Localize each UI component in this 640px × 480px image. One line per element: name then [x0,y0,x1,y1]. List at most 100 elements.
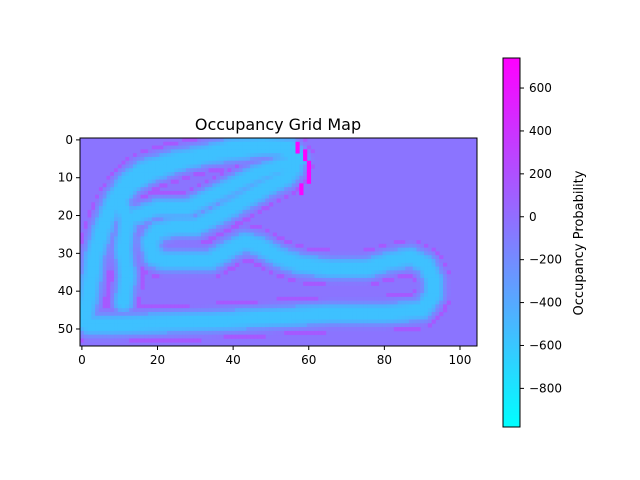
heatmap-cell [287,311,293,317]
heatmap-cell [253,183,259,188]
heatmap-cell [356,266,361,271]
heatmap-cell [80,270,85,275]
heatmap-cell [261,327,266,332]
heatmap-cell [284,259,289,264]
heatmap-cell [200,262,206,267]
heatmap-cell [446,277,451,283]
heatmap-cell [272,172,278,177]
heatmap-cell [136,172,141,177]
heatmap-cell [367,251,372,256]
heatmap-cell [132,209,138,215]
heatmap-cell [151,259,157,264]
heatmap-cell [83,319,88,324]
heatmap-cell [314,323,319,328]
heatmap-cell [363,266,368,271]
heatmap-cell [397,255,402,260]
heatmap-cell [91,213,96,218]
heatmap-cell [125,224,130,230]
heatmap-cell [148,330,153,336]
heatmap-cell [393,262,398,267]
heatmap-cell [291,156,296,162]
heatmap-cell [148,319,153,324]
heatmap-cell [424,323,429,328]
heatmap-cell [235,330,240,336]
heatmap-cell [310,247,315,252]
heatmap-cell [261,183,266,188]
y-tick-label: 10 [58,171,73,185]
heatmap-cell [163,217,168,222]
heatmap-cell [390,311,395,317]
heatmap-cell [212,187,217,192]
heatmap-cell [151,334,157,339]
heatmap-cell [280,300,285,305]
heatmap-cell [393,315,398,320]
heatmap-cell [246,243,251,249]
heatmap-cell [140,202,145,207]
heatmap-cell [117,175,122,180]
heatmap-cell [235,308,240,313]
heatmap-cell [178,164,183,169]
heatmap-cell [416,323,421,328]
heatmap-cell [242,228,247,233]
heatmap-cell [246,255,251,260]
heatmap-cell [393,311,398,317]
heatmap-cell [348,266,353,271]
heatmap-cell [125,179,130,184]
heatmap-cell [189,262,194,267]
heatmap-cell [386,304,391,309]
heatmap-cell [121,266,126,271]
heatmap-cell [299,304,304,309]
heatmap-cell [200,240,206,245]
heatmap-cell [197,240,202,245]
heatmap-cell [363,259,368,264]
heatmap-cell [269,259,274,264]
heatmap-cell [91,311,96,317]
heatmap-cell [136,266,141,271]
heatmap-cell [151,228,157,233]
heatmap-cell [174,175,179,180]
heatmap-cell [272,194,278,199]
heatmap-cell [166,149,172,154]
heatmap-cell [140,179,145,184]
heatmap-cell [170,194,175,199]
heatmap-cell [151,194,157,199]
heatmap-cell [159,270,164,275]
heatmap-cell [280,308,285,313]
heatmap-cell [227,240,232,245]
heatmap-cell [95,206,100,211]
heatmap-cell [159,228,164,233]
heatmap-cell [344,281,349,286]
heatmap-cell [393,251,398,256]
heatmap-cell [166,221,172,226]
heatmap-cell [329,262,334,267]
heatmap-cell [155,221,160,226]
heatmap-cell [269,327,274,332]
heatmap-cell [390,251,395,256]
heatmap-cell [140,315,145,320]
heatmap-cell [397,304,402,309]
heatmap-cell [397,319,402,324]
heatmap-cell [412,311,417,317]
heatmap-cell [382,247,387,252]
heatmap-cell [132,251,138,256]
heatmap-cell [261,206,266,211]
heatmap-cell [178,334,183,339]
heatmap-cell [182,213,187,218]
heatmap-cell [231,308,236,313]
heatmap-cell [284,323,289,328]
heatmap-cell [261,308,266,313]
heatmap-cell [87,304,92,309]
heatmap-cell [170,202,175,207]
heatmap-cell [280,266,285,271]
heatmap-cell [208,153,213,158]
heatmap-cell [219,240,225,245]
heatmap-cell [95,319,100,324]
heatmap-cell [163,172,168,177]
heatmap-cell [144,213,149,218]
heatmap-cell [321,281,327,286]
heatmap-cell [265,232,270,237]
heatmap-cell [374,262,380,267]
heatmap-cell [276,300,281,305]
heatmap-cell [231,187,236,192]
heatmap-cell [325,304,330,309]
